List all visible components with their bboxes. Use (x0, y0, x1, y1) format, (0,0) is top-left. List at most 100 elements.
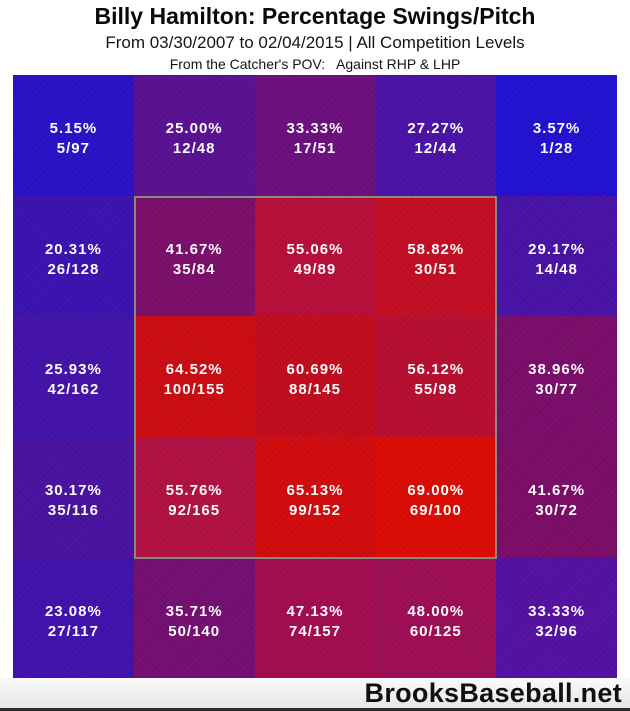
heatmap-cell-r2-c4: 58.82% 30/51 (375, 195, 497, 317)
cell-percentage: 69.00% (407, 482, 465, 500)
heatmap-cell-r5-c3: 47.13% 74/157 (254, 557, 376, 678)
cell-percentage: 29.17% (528, 240, 586, 258)
cell-percentage: 23.08% (44, 602, 102, 620)
cell-swings-per-pitches: 1/28 (539, 140, 574, 158)
heatmap-cell-r1-c3: 33.33% 17/51 (254, 75, 376, 196)
heatmap-cell-r1-c2: 25.00% 12/48 (133, 75, 255, 196)
cell-percentage: 65.13% (286, 482, 344, 500)
cell-swings-per-pitches: 88/145 (289, 381, 341, 399)
heatmap-cell-label: 56.12% 55/98 (407, 360, 464, 400)
cell-swings-per-pitches: 30/51 (414, 260, 458, 278)
chart-subtitle: From 03/30/2007 to 02/04/2015 | All Comp… (105, 33, 525, 52)
cell-swings-per-pitches: 5/97 (56, 140, 90, 158)
cell-percentage: 41.67% (528, 482, 586, 500)
cell-percentage: 47.13% (286, 602, 344, 620)
cell-swings-per-pitches: 30/72 (535, 502, 578, 520)
brand-watermark: BrooksBaseball.net (364, 677, 622, 708)
heatmap-cell-r2-c2: 41.67% 35/84 (133, 195, 255, 317)
heatmap-cell-r1-c4: 27.27% 12/44 (375, 75, 497, 196)
heatmap-cell-label: 29.17% 14/48 (528, 240, 585, 280)
heatmap-cell-r3-c2: 64.52% 100/155 (133, 316, 255, 437)
cell-percentage: 58.82% (407, 240, 465, 258)
heatmap-cell-label: 69.00% 69/100 (407, 481, 464, 521)
swing-percentage-heatmap: 5.15% 5/97 25.00% 12/48 33.33% 17/51 27.27% 12/… (13, 75, 617, 678)
heatmap-cell-label: 41.67% 30/72 (528, 481, 585, 521)
heatmap-cell-label: 38.96% 30/77 (528, 360, 585, 400)
cell-percentage: 3.57% (532, 120, 581, 138)
cell-percentage: 56.12% (407, 361, 465, 379)
cell-percentage: 55.06% (286, 240, 344, 258)
cell-swings-per-pitches: 35/84 (172, 260, 216, 278)
heatmap-cell-r3-c4: 56.12% 55/98 (375, 316, 497, 437)
chart-pov-line: From the Catcher's POV: Against RHP & LH… (169, 56, 461, 72)
cell-percentage: 35.71% (165, 602, 223, 620)
heatmap-cell-r2-c5: 29.17% 14/48 (496, 195, 617, 317)
cell-percentage: 48.00% (407, 602, 465, 620)
cell-swings-per-pitches: 100/155 (163, 381, 225, 399)
heatmap-cell-label: 25.93% 42/162 (45, 360, 102, 400)
heatmap-cell-label: 25.00% 12/48 (166, 119, 223, 159)
heatmap-cell-r5-c1: 23.08% 27/117 (13, 557, 134, 678)
heatmap-cell-r1-c5: 3.57% 1/28 (496, 75, 617, 196)
cell-swings-per-pitches: 99/152 (289, 502, 341, 520)
cell-percentage: 20.31% (44, 240, 102, 258)
heatmap-cell-label: 33.33% 17/51 (287, 119, 344, 159)
cell-swings-per-pitches: 92/165 (168, 502, 221, 520)
heatmap-cell-label: 55.76% 92/165 (166, 481, 223, 521)
heatmap-cell-r3-c5: 38.96% 30/77 (496, 316, 617, 437)
heatmap-cell-r4-c4: 69.00% 69/100 (375, 436, 497, 558)
heatmap-cell-r4-c3: 65.13% 99/152 (254, 436, 376, 558)
cell-swings-per-pitches: 14/48 (535, 260, 578, 278)
heatmap-cell-label: 23.08% 27/117 (45, 602, 102, 642)
heatmap-cell-r5-c2: 35.71% 50/140 (133, 557, 255, 678)
cell-percentage: 30.17% (44, 482, 102, 500)
cell-swings-per-pitches: 17/51 (293, 140, 337, 158)
cell-swings-per-pitches: 32/96 (535, 622, 578, 640)
cell-percentage: 27.27% (407, 120, 465, 138)
heatmap-cell-r3-c3: 60.69% 88/145 (254, 316, 376, 437)
heatmap-cell-r5-c4: 48.00% 60/125 (375, 557, 497, 678)
heatmap-cell-label: 64.52% 100/155 (164, 360, 225, 400)
cell-percentage: 25.00% (165, 120, 223, 138)
heatmap-cell-label: 27.27% 12/44 (407, 119, 464, 159)
heatmap-cell-label: 58.82% 30/51 (407, 240, 464, 280)
cell-swings-per-pitches: 55/98 (414, 381, 458, 399)
footer-bar: BrooksBaseball.net (0, 678, 630, 711)
cell-percentage: 33.33% (528, 602, 586, 620)
heatmap-cell-label: 30.17% 35/116 (45, 481, 102, 521)
cell-swings-per-pitches: 42/162 (47, 381, 100, 399)
cell-percentage: 64.52% (165, 361, 223, 379)
heatmap-cell-label: 48.00% 60/125 (407, 602, 464, 642)
heatmap-cell-r2-c3: 55.06% 49/89 (254, 195, 376, 317)
cell-swings-per-pitches: 30/77 (535, 381, 578, 399)
cell-swings-per-pitches: 60/125 (409, 622, 462, 640)
heatmap-cell-r1-c1: 5.15% 5/97 (13, 75, 134, 196)
cell-percentage: 38.96% (528, 361, 586, 379)
heatmap-cell-label: 5.15% 5/97 (50, 119, 98, 159)
heatmap-cell-label: 55.06% 49/89 (287, 240, 344, 280)
heatmap-cell-label: 65.13% 99/152 (287, 481, 344, 521)
heatmap-cell-r4-c1: 30.17% 35/116 (13, 436, 134, 558)
cell-swings-per-pitches: 74/157 (289, 622, 341, 640)
heatmap-cell-label: 60.69% 88/145 (287, 360, 344, 400)
cell-percentage: 41.67% (165, 240, 223, 258)
heatmap-cell-label: 47.13% 74/157 (287, 602, 344, 642)
cell-swings-per-pitches: 12/44 (414, 140, 458, 158)
chart-header: Billy Hamilton: Percentage Swings/Pitch … (0, 0, 630, 72)
cell-percentage: 25.93% (44, 361, 102, 379)
cell-swings-per-pitches: 26/128 (47, 260, 100, 278)
cell-swings-per-pitches: 12/48 (172, 140, 216, 158)
heatmap-cell-r4-c2: 55.76% 92/165 (133, 436, 255, 558)
cell-swings-per-pitches: 35/116 (47, 502, 99, 520)
heatmap-cell-r4-c5: 41.67% 30/72 (496, 436, 617, 558)
cell-swings-per-pitches: 49/89 (293, 260, 337, 278)
cell-percentage: 55.76% (165, 482, 223, 500)
cell-percentage: 33.33% (286, 120, 344, 138)
cell-swings-per-pitches: 50/140 (168, 622, 221, 640)
heatmap-cell-label: 20.31% 26/128 (45, 240, 102, 280)
heatmap-cell-label: 3.57% 1/28 (533, 119, 581, 159)
heatmap-cell-r3-c1: 25.93% 42/162 (13, 316, 134, 437)
cell-swings-per-pitches: 27/117 (47, 622, 99, 640)
heatmap-cell-label: 41.67% 35/84 (166, 240, 223, 280)
chart-title: Billy Hamilton: Percentage Swings/Pitch (94, 3, 536, 29)
